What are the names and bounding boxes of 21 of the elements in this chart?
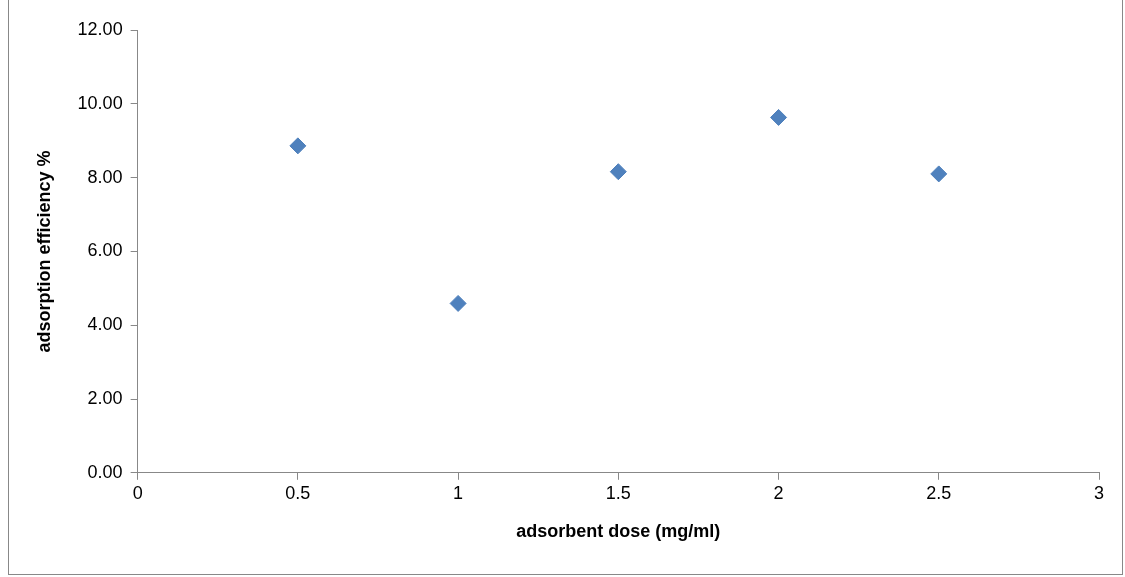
y-tick-label: 8.00 (87, 166, 123, 187)
y-tick-label: 2.00 (87, 387, 123, 408)
point (930, 165, 948, 183)
y-tick-label: 10.00 (77, 92, 123, 113)
y-tick-label: 4.00 (87, 314, 123, 335)
point (289, 137, 307, 155)
x-axis-title: adsorbent dose (mg/ml) (516, 521, 721, 542)
x-tick-label: 2.5 (926, 482, 952, 503)
y-axis-title: adsorption efficiency % (33, 150, 54, 353)
y-tick-label: 0.00 (87, 461, 123, 482)
x-tick-label: 1 (453, 482, 464, 503)
x-tick-label: 3 (1093, 482, 1105, 503)
y-tick-label: 12.00 (77, 18, 123, 39)
x-tick-label: 2 (773, 482, 784, 503)
x-tick-label: 1.5 (605, 482, 631, 503)
y-tick-label: 6.00 (87, 240, 123, 261)
point (609, 163, 627, 181)
point (449, 294, 467, 312)
x-tick-label: 0 (132, 482, 143, 503)
x-tick-label: 0.5 (285, 482, 311, 503)
point (770, 108, 788, 126)
